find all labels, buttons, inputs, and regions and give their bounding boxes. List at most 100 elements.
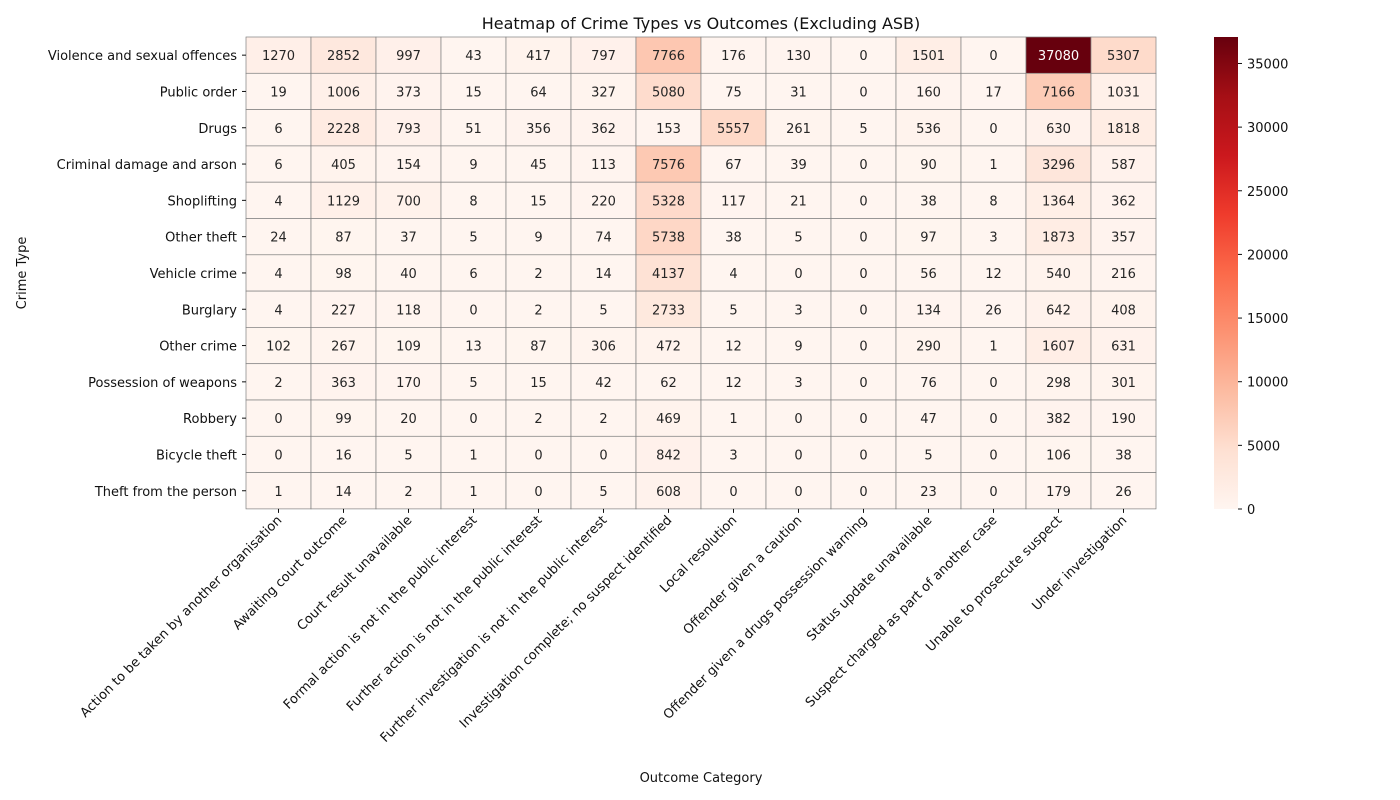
cell-value-label: 472 [656,340,681,355]
heatmap-cell [375,181,442,219]
heatmap-cell [700,472,767,510]
heatmap-cell [505,399,572,437]
heatmap-cell [570,218,637,256]
cell-value-label: 306 [591,340,616,355]
heatmap-cell [635,72,702,110]
heatmap-cell [570,363,637,401]
y-tick-label: Robbery [183,412,237,427]
cell-value-label: 13 [465,340,482,355]
cell-value-label: 4 [274,194,282,209]
cell-value-label: 134 [916,303,941,318]
cell-value-label: 118 [396,303,421,318]
heatmap-cell [1090,327,1157,365]
y-tick-label: Bicycle theft [156,448,237,463]
heatmap-cell [505,72,572,110]
heatmap-cell [895,72,962,110]
heatmap-cell [1025,72,1092,110]
cell-value-label: 15 [465,85,482,100]
cell-value-label: 7576 [652,158,685,173]
heatmap-cell [375,399,442,437]
cell-value-label: 4137 [652,267,685,282]
cell-value-label: 6 [274,158,282,173]
cell-value-label: 0 [469,412,477,427]
cell-value-label: 12 [725,340,742,355]
heatmap-cell [375,218,442,256]
cell-value-label: 4 [274,303,282,318]
cell-value-label: 842 [656,448,681,463]
heatmap-cell [505,181,572,219]
cell-value-label: 4 [729,267,737,282]
cell-value-label: 9 [534,231,542,246]
heatmap-cell [830,327,897,365]
cell-value-label: 64 [530,85,547,100]
y-tick-label: Shoplifting [168,194,237,209]
cell-value-label: 0 [989,376,997,391]
heatmap-cell [895,218,962,256]
heatmap-cell [1025,472,1092,510]
heatmap-cell [960,145,1027,183]
y-tick-label: Vehicle crime [150,267,237,282]
cell-value-label: 267 [331,340,356,355]
cell-value-label: 21 [790,194,807,209]
colorbar-tick-label: 5000 [1247,439,1280,454]
heatmap-cell [245,36,312,74]
x-tick-label: Status update unavailable [804,513,935,644]
cell-value-label: 106 [1046,448,1071,463]
cell-value-label: 5 [469,231,477,246]
cell-value-label: 1 [469,485,477,500]
heatmap-cell [375,72,442,110]
heatmap-cell [830,36,897,74]
cell-value-label: 5080 [652,85,685,100]
cell-value-label: 3296 [1042,158,1075,173]
heatmap-cell [960,218,1027,256]
heatmap-cell [310,218,377,256]
heatmap-cell [440,36,507,74]
heatmap-cell [960,435,1027,473]
cell-value-label: 0 [274,412,282,427]
heatmap-cell [700,181,767,219]
heatmap-cell [440,472,507,510]
cell-value-label: 113 [591,158,616,173]
heatmap-cell [700,363,767,401]
heatmap-cell [245,109,312,147]
heatmap-cell [1090,145,1157,183]
heatmap-cell [505,254,572,292]
heatmap-cell [570,36,637,74]
colorbar [1214,37,1238,509]
heatmap-cell [960,290,1027,328]
cell-value-label: 1 [989,340,997,355]
cell-value-label: 5 [599,303,607,318]
cell-value-label: 1364 [1042,194,1075,209]
cell-value-label: 62 [660,376,677,391]
cell-value-label: 0 [859,231,867,246]
heatmap-cell [765,218,832,256]
cell-value-label: 362 [591,122,616,137]
heatmap-cell [1090,181,1157,219]
cell-value-label: 536 [916,122,941,137]
heatmap-cell [310,290,377,328]
cell-value-label: 176 [721,49,746,64]
y-tick-label: Theft from the person [94,485,237,500]
heatmap-cell [895,109,962,147]
cell-value-label: 0 [859,267,867,282]
cell-value-label: 5 [469,376,477,391]
heatmap-cell [310,435,377,473]
heatmap-cell [765,435,832,473]
heatmap-cell [245,145,312,183]
cell-value-label: 40 [400,267,417,282]
cell-value-label: 74 [595,231,612,246]
heatmap-cell [1025,254,1092,292]
cell-value-label: 3 [729,448,737,463]
cell-value-label: 608 [656,485,681,500]
heatmap-cell [505,290,572,328]
heatmap-cell [960,399,1027,437]
cell-value-label: 2 [599,412,607,427]
heatmap-cell [765,327,832,365]
heatmap-cell [765,109,832,147]
cell-value-label: 39 [790,158,807,173]
cell-value-label: 90 [920,158,937,173]
cell-value-label: 1031 [1107,85,1140,100]
cell-value-label: 38 [725,231,742,246]
heatmap-cell [570,72,637,110]
cell-value-label: 2733 [652,303,685,318]
